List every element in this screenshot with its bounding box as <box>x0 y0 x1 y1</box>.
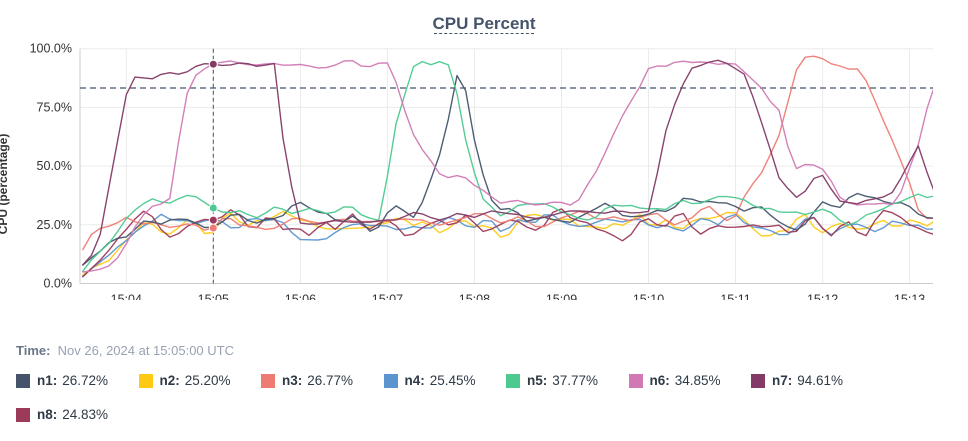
svg-text:15:07: 15:07 <box>372 293 403 301</box>
svg-text:75.0%: 75.0% <box>37 100 72 114</box>
svg-text:50.0%: 50.0% <box>37 159 72 173</box>
svg-text:15:04: 15:04 <box>111 293 142 301</box>
svg-text:15:11: 15:11 <box>720 293 750 301</box>
svg-text:15:08: 15:08 <box>459 293 490 301</box>
svg-text:25.0%: 25.0% <box>37 218 72 232</box>
svg-text:15:10: 15:10 <box>633 293 664 301</box>
svg-text:15:13: 15:13 <box>894 293 925 301</box>
svg-text:15:12: 15:12 <box>807 293 838 301</box>
svg-text:0.0%: 0.0% <box>44 277 73 291</box>
svg-text:100.0%: 100.0% <box>30 42 72 56</box>
svg-text:15:09: 15:09 <box>546 293 577 301</box>
svg-text:15:06: 15:06 <box>285 293 316 301</box>
svg-text:15:05: 15:05 <box>198 293 229 301</box>
